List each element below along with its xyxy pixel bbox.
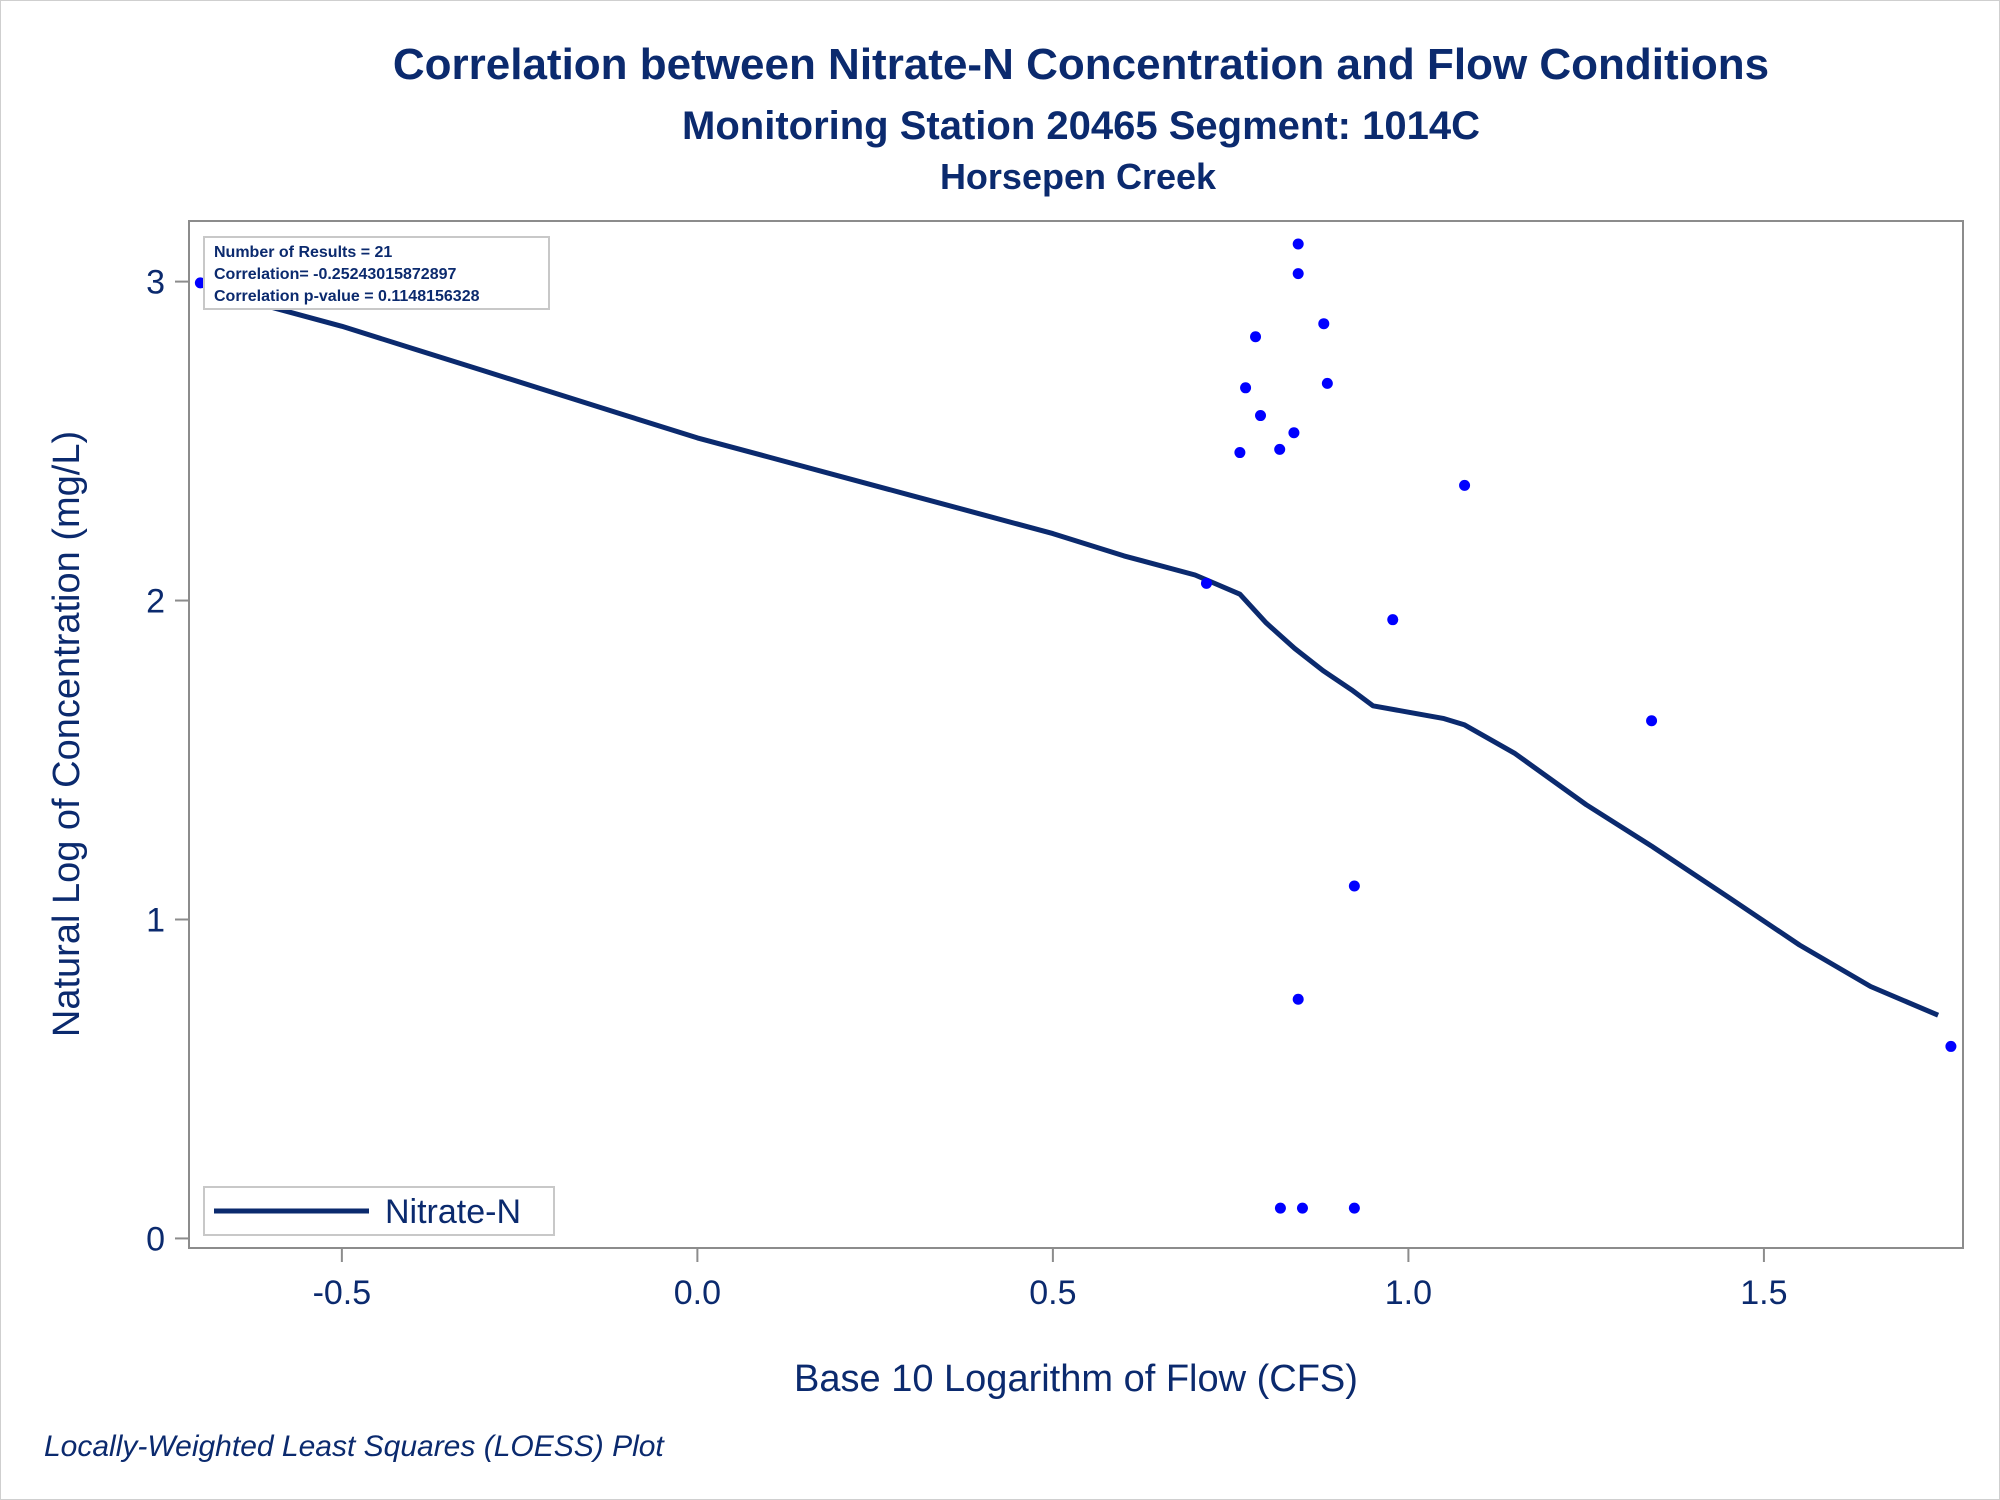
data-point bbox=[1348, 880, 1360, 892]
data-point bbox=[1296, 1202, 1308, 1214]
data-point bbox=[1255, 410, 1267, 422]
x-tick-label: 1.0 bbox=[1385, 1274, 1432, 1312]
x-tick-label: 1.5 bbox=[1740, 1274, 1787, 1312]
x-tick-label: 0.5 bbox=[1029, 1274, 1076, 1312]
y-tick-label: 2 bbox=[146, 583, 165, 621]
data-point bbox=[1240, 382, 1252, 394]
data-point bbox=[1292, 268, 1304, 280]
y-axis-label: Natural Log of Concentration (mg/L) bbox=[46, 431, 88, 1037]
data-point bbox=[1288, 427, 1300, 439]
x-axis-label: Base 10 Logarithm of Flow (CFS) bbox=[794, 1358, 1358, 1400]
stats-line-pvalue: Correlation p-value = 0.1148156328 bbox=[214, 288, 480, 305]
data-point bbox=[1321, 377, 1333, 389]
data-point bbox=[1459, 479, 1471, 491]
x-tick-label: 0.0 bbox=[674, 1274, 721, 1312]
data-point bbox=[1348, 1202, 1360, 1214]
data-point bbox=[1274, 443, 1286, 455]
data-point bbox=[1646, 715, 1658, 727]
data-point bbox=[1250, 331, 1262, 343]
data-point bbox=[1945, 1040, 1957, 1052]
data-point bbox=[1292, 238, 1304, 250]
data-point bbox=[1387, 614, 1399, 626]
x-tick-label: -0.5 bbox=[313, 1274, 372, 1312]
plot-area bbox=[188, 220, 1964, 1249]
y-tick-label: 0 bbox=[146, 1220, 165, 1258]
chart-subtitle-2: Horsepen Creek bbox=[940, 156, 1217, 197]
x-axis: -0.5 0.0 0.5 1.0 1.5 bbox=[313, 1248, 1788, 1312]
data-points bbox=[194, 238, 1957, 1214]
stats-line-correlation: Correlation= -0.25243015872897 bbox=[214, 266, 456, 283]
legend-label-nitrate-n: Nitrate-N bbox=[385, 1193, 521, 1231]
legend: Nitrate-N bbox=[203, 1186, 555, 1236]
chart-title: Correlation between Nitrate-N Concentrat… bbox=[393, 40, 1769, 89]
data-point bbox=[1234, 447, 1246, 459]
stats-box: Number of Results = 21 Correlation= -0.2… bbox=[203, 236, 550, 310]
data-point bbox=[1274, 1202, 1286, 1214]
footnote: Locally-Weighted Least Squares (LOESS) P… bbox=[44, 1430, 665, 1463]
data-point bbox=[1318, 318, 1330, 330]
y-tick-label: 3 bbox=[146, 264, 165, 302]
y-axis: 0 1 2 3 bbox=[146, 264, 189, 1258]
chart-subtitle: Monitoring Station 20465 Segment: 1014C bbox=[682, 104, 1480, 148]
data-point bbox=[1200, 577, 1212, 589]
data-point bbox=[1292, 993, 1304, 1005]
stats-line-count: Number of Results = 21 bbox=[214, 244, 392, 261]
y-tick-label: 1 bbox=[146, 901, 165, 939]
series-line-nitrate-n bbox=[199, 282, 1940, 1018]
